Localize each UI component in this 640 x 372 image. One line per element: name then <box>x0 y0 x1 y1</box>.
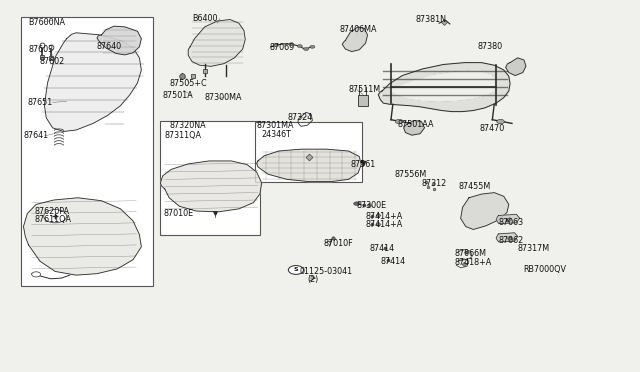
Text: 87455M: 87455M <box>458 182 490 191</box>
Text: 87010E: 87010E <box>163 209 194 218</box>
Text: 87406MA: 87406MA <box>339 25 376 33</box>
Bar <box>358 94 367 106</box>
Text: 87010F: 87010F <box>323 238 353 248</box>
Text: 87069: 87069 <box>269 43 294 52</box>
Text: 87603: 87603 <box>29 45 54 54</box>
Text: 87300MA: 87300MA <box>205 93 242 102</box>
Polygon shape <box>496 233 518 242</box>
Bar <box>161 121 260 235</box>
Circle shape <box>497 119 504 124</box>
Text: 87063: 87063 <box>499 218 524 227</box>
Circle shape <box>32 272 40 277</box>
Text: 24346T: 24346T <box>262 130 292 139</box>
Polygon shape <box>342 27 367 52</box>
Circle shape <box>288 266 303 275</box>
Circle shape <box>303 48 308 51</box>
Text: 87062: 87062 <box>499 236 524 245</box>
Polygon shape <box>188 20 245 66</box>
Text: 87380: 87380 <box>477 42 502 51</box>
Polygon shape <box>404 121 424 135</box>
Text: 87414+A: 87414+A <box>365 212 403 221</box>
Polygon shape <box>24 198 141 275</box>
Text: S: S <box>294 267 298 272</box>
Text: 87501A: 87501A <box>163 91 194 100</box>
Bar <box>255 122 362 182</box>
Circle shape <box>310 45 315 48</box>
Text: 87651: 87651 <box>28 98 52 107</box>
Text: 87066M: 87066M <box>454 248 486 257</box>
Text: 87320NA: 87320NA <box>169 121 206 130</box>
Text: 87602: 87602 <box>39 57 65 66</box>
Text: 87501AA: 87501AA <box>397 120 434 129</box>
Text: RB7000QV: RB7000QV <box>523 266 566 275</box>
Text: 87640: 87640 <box>97 42 122 51</box>
Polygon shape <box>496 214 520 224</box>
Text: 87414: 87414 <box>369 244 394 253</box>
Polygon shape <box>506 58 526 76</box>
Text: 87317M: 87317M <box>518 244 550 253</box>
Polygon shape <box>257 149 361 182</box>
Text: 87505+C: 87505+C <box>169 79 207 88</box>
Text: B6400: B6400 <box>192 14 218 23</box>
Circle shape <box>44 209 67 223</box>
Text: 87418+A: 87418+A <box>454 258 492 267</box>
Text: 01125-03041: 01125-03041 <box>300 267 353 276</box>
Text: 87414: 87414 <box>380 257 405 266</box>
Text: 87324: 87324 <box>287 113 312 122</box>
Text: 87301MA: 87301MA <box>257 121 294 130</box>
Text: 87561: 87561 <box>351 160 376 169</box>
Text: 87620PA: 87620PA <box>35 206 70 215</box>
Circle shape <box>297 45 302 48</box>
Text: 87556M: 87556M <box>395 170 427 179</box>
Text: 87511M: 87511M <box>349 85 381 94</box>
Polygon shape <box>97 26 141 55</box>
Text: 87300E: 87300E <box>356 201 387 210</box>
Text: (2): (2) <box>307 275 319 285</box>
Circle shape <box>396 119 403 124</box>
Text: 87611QA: 87611QA <box>35 215 72 224</box>
Circle shape <box>273 44 278 47</box>
Polygon shape <box>161 161 262 212</box>
Text: 87312: 87312 <box>421 179 447 187</box>
Polygon shape <box>391 71 496 101</box>
Text: B7600NA: B7600NA <box>29 17 65 27</box>
Circle shape <box>353 202 360 205</box>
Polygon shape <box>44 33 141 131</box>
Text: 87311QA: 87311QA <box>164 131 202 140</box>
Polygon shape <box>461 193 509 230</box>
Bar <box>21 17 153 286</box>
Text: 87470: 87470 <box>479 124 505 134</box>
Text: 87641: 87641 <box>24 131 49 140</box>
Circle shape <box>289 43 294 46</box>
Text: 87414+A: 87414+A <box>365 220 403 229</box>
Polygon shape <box>378 62 510 112</box>
Text: 87381N: 87381N <box>415 15 446 24</box>
